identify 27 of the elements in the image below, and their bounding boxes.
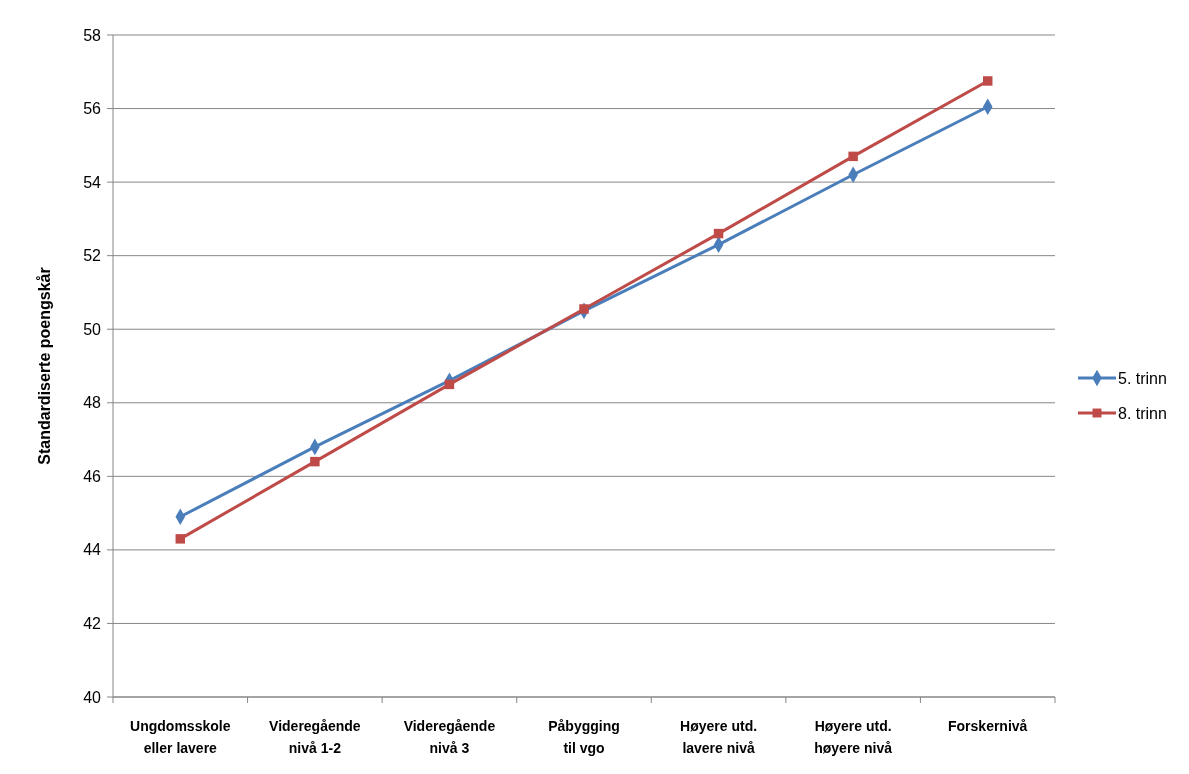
y-tick-label: 58 (83, 26, 102, 44)
x-tick-label: Høyere utd. lavere nivå (680, 718, 758, 756)
x-tick-label: Videregående nivå 1-2 (269, 718, 361, 756)
y-tick-label: 44 (83, 541, 102, 559)
y-tick-label: 52 (83, 247, 102, 265)
y-tick-label: 40 (83, 688, 102, 706)
y-tick-label: 48 (83, 394, 102, 412)
point (982, 76, 993, 86)
y-tick-label: 54 (83, 173, 102, 191)
point (579, 304, 589, 314)
y-tick-label: 56 (83, 100, 102, 118)
y-axis-title: Standardiserte poengskår (36, 267, 53, 465)
legend-label: 8. trinn (1118, 404, 1167, 422)
y-tick-label: 50 (83, 320, 102, 338)
y-tick-label: 42 (83, 615, 102, 633)
point (175, 534, 186, 544)
x-tick-label: Påbygging til vgo (548, 718, 620, 756)
point (713, 228, 724, 239)
point (310, 456, 320, 467)
point (848, 151, 858, 162)
x-tick-label: Ungdomsskole eller lavere (130, 718, 231, 756)
x-tick-label: Forskernivå (948, 718, 1028, 734)
x-tick-label: Høyere utd. høyere nivå (814, 718, 893, 756)
point (444, 379, 455, 390)
y-tick-label: 46 (83, 467, 102, 485)
x-tick-label: Videregående nivå 3 (403, 718, 496, 756)
legend-label: 5. trinn (1118, 369, 1167, 387)
